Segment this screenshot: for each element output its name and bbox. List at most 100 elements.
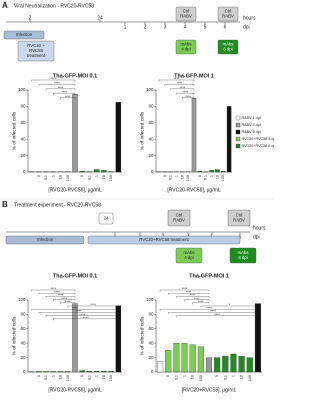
y-tick-label: 0: [151, 169, 154, 174]
significance-label: ****: [210, 310, 216, 314]
timeline-box: [175, 247, 203, 264]
significance-label: ****: [51, 287, 57, 291]
box-text: RABV: [180, 14, 192, 19]
significance-label: *: [229, 303, 231, 307]
significance-bracket: [159, 309, 259, 311]
x-tick-label: 0.1: [87, 375, 91, 380]
significance-label: ****: [174, 77, 180, 81]
y-tick-label: 40: [20, 340, 26, 345]
y-axis-label: % of infected cells: [11, 316, 17, 355]
significance-bracket: [60, 302, 76, 305]
significance-label: ****: [180, 86, 186, 90]
day-unit: dpi: [243, 24, 250, 30]
x-tick-label: 0: [37, 375, 41, 377]
box-text: 24: [104, 216, 109, 221]
legend-label: RVC20+RVC58 4 dpi: [242, 137, 275, 141]
significance-label: ****: [177, 82, 183, 86]
timeline-box: [167, 209, 191, 227]
y-tick-label: 20: [20, 355, 26, 360]
x-tick-label: 10: [102, 375, 106, 379]
y-tick-label: 0: [23, 369, 26, 374]
significance-label: ****: [194, 297, 200, 301]
bar: [173, 343, 180, 373]
legend-swatch: [235, 143, 241, 149]
bar: [238, 356, 245, 373]
bar: [43, 371, 49, 373]
x-tick-label: 0: [163, 175, 167, 177]
significance-label: ****: [186, 290, 192, 294]
x-axis-label: [RVC20-RVC58], µg/mL: [167, 187, 220, 193]
y-tick-label: 40: [148, 340, 154, 345]
bar: [165, 350, 172, 373]
bar: [57, 371, 64, 373]
significance-bracket: [67, 305, 119, 308]
x-tick-label: 100: [221, 175, 225, 181]
y-tick-label: 0: [151, 369, 154, 374]
bar: [246, 357, 253, 373]
y-tick-label: 80: [20, 104, 26, 109]
timeline-title: Viral Neutralization - RVC20-RVC58: [14, 3, 94, 9]
timeline-box: [17, 40, 55, 62]
timeline-box: [229, 247, 257, 264]
significance-label: ****: [83, 316, 89, 320]
significance-bracket: [38, 293, 76, 295]
x-tick-label: 100: [199, 375, 203, 381]
significance-bracket: [38, 84, 76, 86]
bar: [36, 371, 42, 373]
significance-bracket: [45, 315, 119, 318]
bar: [197, 171, 203, 173]
significance-bracket: [53, 93, 76, 95]
box-text: RVC20+RVC58 treatment: [139, 237, 189, 242]
significance-label: ****: [54, 290, 60, 294]
y-axis-label: % of infected cells: [11, 111, 17, 150]
box-text: RABV: [233, 218, 245, 223]
box-text: RVC58: [29, 48, 43, 53]
x-tick-label: 0.1: [44, 375, 48, 380]
y-tick-label: 80: [20, 312, 26, 317]
y-tick-label: 60: [148, 326, 154, 331]
significance-bracket: [200, 305, 259, 308]
box-text: Ctrl: [176, 213, 183, 218]
box-text: RABV: [222, 14, 234, 19]
box-text: 4 dpi: [184, 255, 193, 260]
x-tick-label: 1: [231, 375, 235, 377]
box-text: mAbs: [184, 250, 195, 255]
significance-bracket: [31, 79, 76, 82]
significance-label: ****: [90, 303, 96, 307]
y-tick-label: 20: [20, 153, 26, 158]
bar: [214, 357, 221, 373]
bar: [108, 371, 114, 373]
timeline-box: [175, 6, 197, 22]
x-tick-label: 1: [95, 375, 99, 377]
y-tick-label: 0: [23, 169, 26, 174]
bar: [197, 346, 204, 373]
bar: [157, 361, 164, 373]
x-tick-label: 100: [66, 375, 70, 381]
bar: [94, 371, 100, 373]
y-axis-label: % of infected cells: [139, 316, 145, 355]
significance-label: ****: [54, 82, 60, 86]
bar: [191, 98, 197, 173]
significance-bracket: [159, 289, 210, 292]
significance-label: ****: [72, 306, 78, 310]
box-text: Infection: [16, 32, 33, 37]
timeline-box: [3, 30, 45, 40]
significance-label: ****: [65, 95, 71, 99]
x-axis-label: [RVC20-RVC58], µg/mL: [48, 387, 101, 393]
box-text: 6 dpi: [223, 47, 232, 52]
x-tick-label: 100: [109, 375, 113, 381]
box-text: RVC20 +: [27, 43, 45, 48]
timeline-title: Treatment experiment - RVC20-RVC58: [14, 202, 101, 208]
significance-bracket: [53, 299, 76, 302]
significance-bracket: [31, 309, 119, 311]
chart-title: Tha-GFP-MOI 1: [174, 73, 214, 79]
x-tick-label: 1: [174, 175, 178, 177]
significance-bracket: [60, 97, 76, 100]
significance-bracket: [158, 79, 195, 82]
box-text: 4 dpi: [181, 47, 190, 52]
timeline-box: [217, 39, 239, 55]
bar: [254, 303, 261, 373]
x-tick-label: 0: [37, 175, 41, 177]
bar: [226, 106, 232, 173]
